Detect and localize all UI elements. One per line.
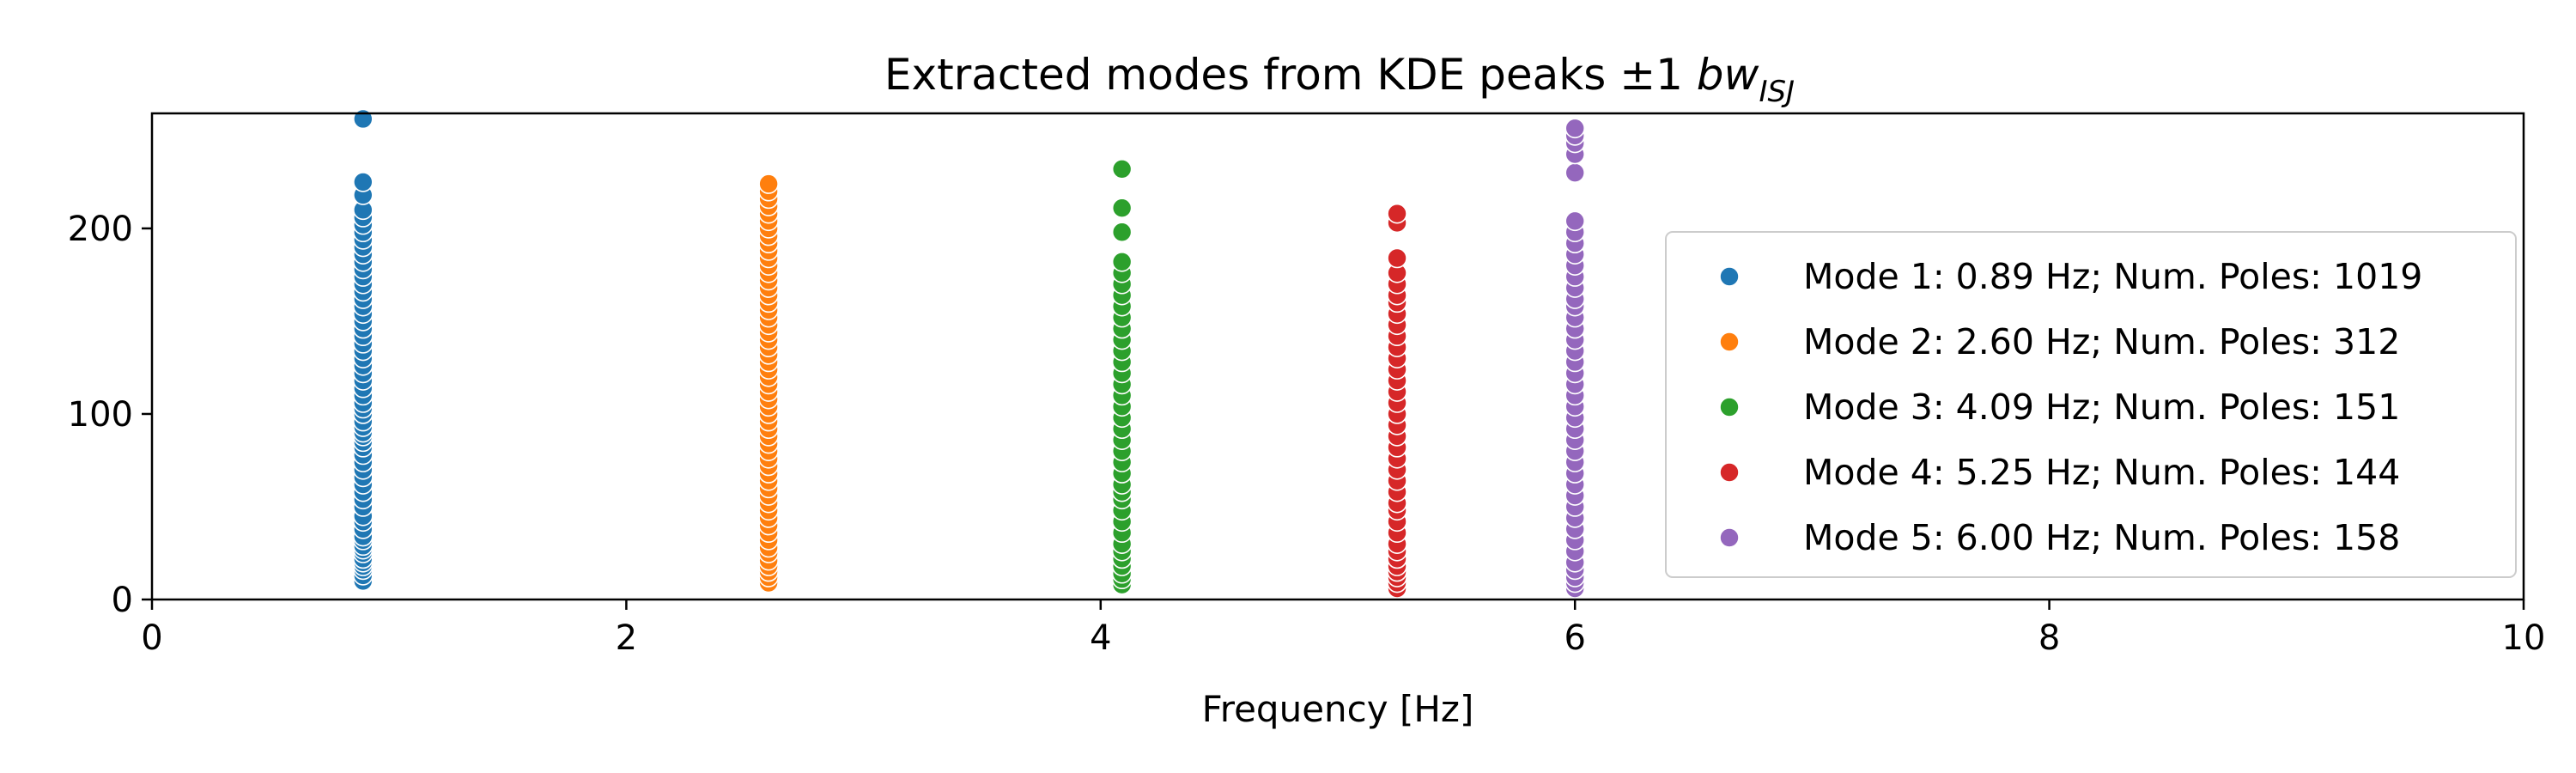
x-tick-label: 0 (141, 618, 162, 658)
data-point-mode-3 (1111, 159, 1133, 180)
legend-items: Mode 1: 0.89 Hz; Num. Poles: 1019 Mode 2:… (1719, 256, 2422, 558)
legend-marker (1719, 527, 1740, 548)
data-point-mode-3 (1111, 252, 1133, 272)
data-point-mode-2 (758, 173, 779, 194)
plot-frame (150, 112, 2525, 601)
legend: Mode 1: 0.89 Hz; Num. Poles: 1019 Mode 2:… (1665, 231, 2517, 578)
chart-title-subscript: ISJ (1759, 75, 1795, 109)
data-point-mode-5 (1564, 210, 1585, 232)
legend-label: Mode 4: 5.25 Hz; Num. Poles: 144 (1803, 452, 2400, 493)
x-axis-ticks: 0 2 4 6 8 10 (141, 600, 2545, 658)
data-point-mode-4 (1387, 203, 1407, 224)
x-tick-label: 4 (1090, 618, 1111, 658)
legend-marker (1719, 266, 1740, 287)
data-point-mode-3 (1111, 198, 1133, 218)
legend-box (1665, 231, 2517, 578)
data-point-mode-5 (1564, 118, 1585, 139)
y-tick-label: 200 (68, 210, 133, 249)
chart-title-symbol: bw (1697, 50, 1759, 100)
y-axis-ticks: 0 100 200 (68, 210, 152, 620)
data-point-mode-1 (353, 172, 374, 192)
y-tick-label: 0 (112, 581, 133, 620)
data-point-mode-5 (1564, 162, 1585, 183)
legend-marker (1719, 397, 1740, 417)
x-tick-label: 8 (2038, 618, 2060, 658)
legend-label: Mode 1: 0.89 Hz; Num. Poles: 1019 (1803, 256, 2422, 297)
chart-title-main: Extracted modes from KDE peaks ±1 (884, 50, 1697, 100)
chart-title: Extracted modes from KDE peaks ±1 bwISJ (884, 50, 1795, 109)
legend-marker (1719, 462, 1740, 483)
legend-label: Mode 5: 6.00 Hz; Num. Poles: 158 (1803, 517, 2400, 558)
x-tick-label: 2 (616, 618, 637, 658)
data-point-mode-3 (1111, 222, 1133, 243)
x-tick-label: 6 (1564, 618, 1585, 658)
x-tick-label: 10 (2502, 618, 2546, 658)
y-tick-label: 100 (68, 395, 133, 435)
legend-label: Mode 2: 2.60 Hz; Num. Poles: 312 (1803, 321, 2400, 362)
legend-marker (1719, 332, 1740, 352)
data-point-mode-4 (1387, 247, 1407, 269)
x-axis-label: Frequency [Hz] (1202, 688, 1474, 730)
data-points (353, 108, 1585, 599)
legend-label: Mode 3: 4.09 Hz; Num. Poles: 151 (1803, 386, 2400, 428)
